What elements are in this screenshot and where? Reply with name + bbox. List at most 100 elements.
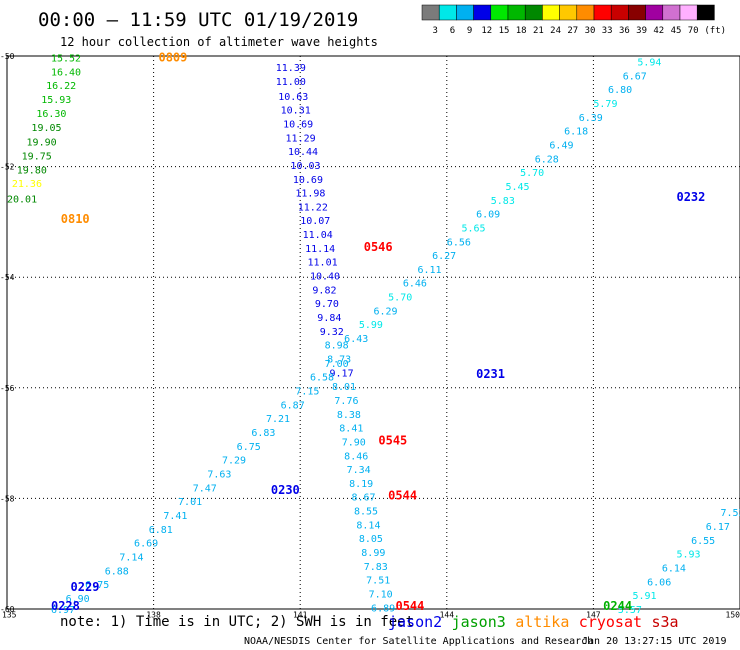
- pass-time-label: 0232: [676, 190, 705, 204]
- wave-height-value: 11.00: [276, 77, 306, 88]
- pass-time-labels: 0809 0810 0546 0545 0544 0544 0232 0231 0230 0229…: [51, 51, 705, 614]
- wave-height-value: 6.18: [564, 127, 588, 138]
- legend-tick-label: 36: [619, 26, 630, 36]
- wave-height-value: 8.01: [332, 382, 356, 393]
- wave-height-value: 5.70: [520, 168, 544, 179]
- lon-tick-label: 144: [440, 611, 455, 620]
- wave-height-value: 6.27: [432, 251, 456, 262]
- wave-height-value: 10.31: [281, 106, 311, 117]
- wave-height-value: 6.90: [66, 594, 90, 605]
- wave-height-value: 6.17: [706, 522, 730, 533]
- wave-height-value: 5.57: [618, 605, 642, 616]
- legend-swatch: [662, 4, 681, 21]
- wave-height-value: 8.14: [356, 520, 380, 531]
- legend-tick-label: 21: [533, 26, 544, 36]
- satellite-legend-altika: altika: [515, 613, 569, 631]
- lon-tick-label: 150: [726, 611, 740, 620]
- wave-height-value: 6.28: [535, 154, 559, 165]
- wave-height-value: 6.69: [134, 539, 158, 550]
- lon-tick-label: 141: [293, 611, 308, 620]
- wave-height-value: 8.05: [359, 534, 383, 545]
- wave-height-value: 5.79: [593, 99, 617, 110]
- wave-height-value: 6.97: [51, 605, 75, 616]
- legend-tick-label: 18: [516, 26, 527, 36]
- wave-height-value: 5.83: [491, 196, 515, 207]
- legend-tick-label: 70: [688, 26, 699, 36]
- wave-height-value: 16.40: [51, 67, 81, 78]
- wave-height-value: 9.70: [315, 299, 339, 310]
- wave-height-value: 7.90: [342, 437, 366, 448]
- wave-height-value: 5.93: [676, 550, 700, 561]
- wave-height-value: 6.75: [237, 442, 261, 453]
- wave-height-value: 7.52: [720, 508, 740, 519]
- pass-time-label: 0244: [603, 599, 632, 613]
- wave-height-value: 9.82: [312, 285, 336, 296]
- wave-height-value: 6.89: [371, 603, 395, 614]
- wave-height-value: 6.83: [251, 428, 275, 439]
- satellite-legend-s3a: s3a: [652, 613, 679, 631]
- wave-height-value: 6.14: [662, 564, 686, 575]
- track-cryosat_diag2: 6.43 5.99 6.29 5.70 6.46 6.11 6.27 6.56 5.65 6.09…: [344, 58, 661, 346]
- wave-height-value: 8.55: [354, 507, 378, 518]
- satellite-legend-jason3: jason3: [452, 613, 506, 631]
- legend-tick-label: 24: [550, 26, 561, 36]
- lat-tick-label: -58: [0, 494, 15, 503]
- wave-height-value: 7.41: [163, 511, 187, 522]
- wave-height-value: 7.01: [178, 497, 202, 508]
- lat-lon-grid: [7, 55, 740, 609]
- wave-height-value: 5.45: [505, 182, 529, 193]
- wave-height-value: 20.01: [7, 195, 37, 206]
- pass-time-label: 0545: [378, 433, 407, 447]
- legend-swatch: [645, 4, 664, 21]
- legend-swatch: [576, 4, 595, 21]
- legend-tick-label: 42: [653, 26, 664, 36]
- wave-height-value: 8.99: [361, 548, 385, 559]
- wave-height-value: 7.76: [334, 396, 358, 407]
- legend-tick-label: 3: [432, 26, 437, 36]
- wave-height-value: 10.69: [283, 119, 313, 130]
- wave-height-value: 9.32: [320, 327, 344, 338]
- pass-time-label: 0230: [271, 483, 300, 497]
- wave-height-value: 19.05: [31, 123, 61, 134]
- wave-height-value: 6.88: [105, 566, 129, 577]
- legend-swatch: [456, 4, 474, 21]
- wave-height-value: 7.00: [325, 359, 349, 370]
- track-s3a: 8.98 8.73 9.17 8.01 7.76 8.38 8.41 7.90 8.46 7.34…: [325, 341, 396, 615]
- wave-height-value: 10.63: [278, 92, 308, 103]
- wave-height-value: 7.10: [369, 590, 393, 601]
- wave-height-value: 11.29: [286, 133, 316, 144]
- footer-note: note: 1) Time is in UTC; 2) SWH is in fe…: [60, 614, 414, 630]
- wave-height-value: 16.30: [36, 109, 66, 120]
- wave-height-value: 5.65: [461, 223, 485, 234]
- wave-height-value: 19.90: [27, 138, 57, 149]
- pass-time-label: 0546: [364, 240, 393, 254]
- legend-swatch: [438, 4, 457, 21]
- legend-swatch: [421, 4, 440, 21]
- wave-height-value: 6.75: [85, 580, 109, 591]
- legend-tick-label: 39: [636, 26, 647, 36]
- wave-height-value: 7.47: [193, 483, 217, 494]
- wave-height-value: 7.63: [207, 470, 231, 481]
- map-subtitle: 12 hour collection of altimeter wave hei…: [60, 35, 378, 49]
- wave-height-value: 6.67: [623, 71, 647, 82]
- legend-tick-label: 33: [602, 26, 613, 36]
- color-legend: 3 6 9 12 15 18 21 24 27 30 33 36 39 42 45 70 (ft): [421, 4, 726, 36]
- footer-credit: NOAA/NESDIS Center for Satellite Applica…: [244, 636, 593, 647]
- wave-height-value: 9.84: [317, 313, 341, 324]
- wave-height-value: 7.34: [347, 465, 371, 476]
- wave-height-value: 6.58: [310, 373, 334, 384]
- wave-height-value: 9.17: [330, 368, 354, 379]
- wave-height-value: 6.09: [476, 210, 500, 221]
- pass-time-label: 0228: [51, 599, 80, 613]
- wave-height-value: 8.38: [337, 410, 361, 421]
- legend-tick-label: 45: [671, 26, 682, 36]
- satellite-legend-jason2: jason2: [388, 613, 442, 631]
- wave-height-value: 8.46: [344, 451, 368, 462]
- wave-height-value: 8.73: [327, 354, 351, 365]
- lat-tick-label: -60: [0, 605, 15, 614]
- pass-time-label: 0810: [61, 212, 90, 226]
- wave-height-value: 6.11: [417, 265, 441, 276]
